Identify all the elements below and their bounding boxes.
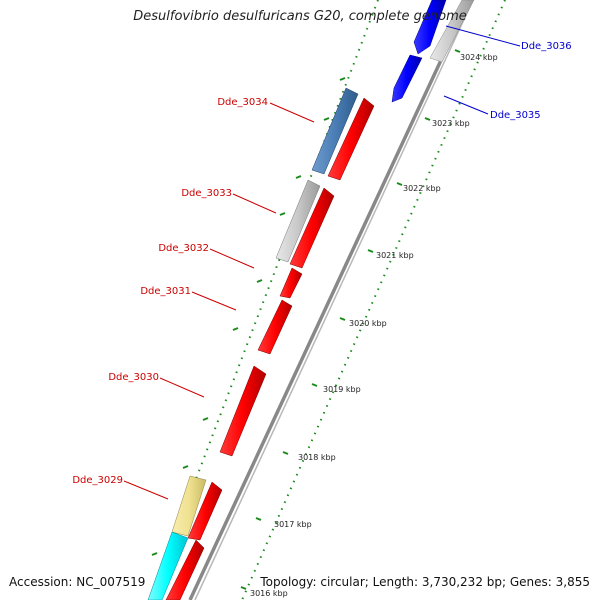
backbone (188, 0, 471, 600)
gene-cyan[interactable] (147, 531, 189, 600)
gene-dde-3029[interactable] (187, 481, 223, 541)
gene-dde-3035[interactable] (391, 54, 423, 103)
leader-lines (123, 25, 521, 500)
gene-dde-3033[interactable] (289, 187, 335, 269)
gene-dde-3032[interactable] (279, 267, 303, 299)
genome-summary-text: Topology: circular; Length: 3,730,232 bp… (260, 575, 590, 589)
gene-label-dde-3034[interactable]: Dde_3034 (217, 97, 268, 108)
gene-label-dde-3033[interactable]: Dde_3033 (181, 188, 232, 199)
gene-label-dde-3030[interactable]: Dde_3030 (108, 372, 159, 383)
gene-dde-3029-a[interactable] (171, 475, 207, 537)
gene-dde-3034-a[interactable] (311, 87, 359, 175)
tick-label: 3020 kbp (349, 319, 387, 328)
tick-ring-inner (241, 0, 506, 600)
accession-text: Accession: NC_007519 (9, 575, 146, 589)
gene-dde-3030[interactable] (219, 365, 267, 457)
tick-label: 3023 kbp (432, 119, 470, 128)
backbone-outer (194, 0, 474, 600)
inner-ticks (240, 49, 461, 590)
tick-label: 3017 kbp (274, 520, 312, 529)
map-title: Desulfovibrio desulfuricans G20, complet… (133, 9, 467, 24)
gene-label-dde-3036[interactable]: Dde_3036 (521, 41, 572, 52)
gene-label-dde-3032[interactable]: Dde_3032 (158, 243, 209, 254)
gene-dde-3031[interactable] (257, 299, 293, 355)
gene-label-dde-3035[interactable]: Dde_3035 (490, 110, 541, 121)
tick-label: 3022 kbp (403, 184, 441, 193)
gene-dde-3034[interactable] (327, 97, 375, 181)
gene-red-bottom[interactable] (165, 539, 205, 600)
tick-label: 3019 kbp (323, 385, 361, 394)
gene-grey-reverse[interactable] (429, 0, 475, 63)
gene-dde-3036[interactable] (413, 0, 447, 55)
tick-label: 3024 kbp (460, 53, 498, 62)
gene-label-dde-3031[interactable]: Dde_3031 (140, 286, 191, 297)
tick-label: 3016 kbp (250, 589, 288, 598)
gene-dde-3033-a[interactable] (275, 179, 321, 263)
tick-label: 3021 kbp (376, 251, 414, 260)
gene-label-dde-3029[interactable]: Dde_3029 (72, 475, 123, 486)
outer-ticks (151, 77, 346, 556)
tick-label: 3018 kbp (298, 453, 336, 462)
